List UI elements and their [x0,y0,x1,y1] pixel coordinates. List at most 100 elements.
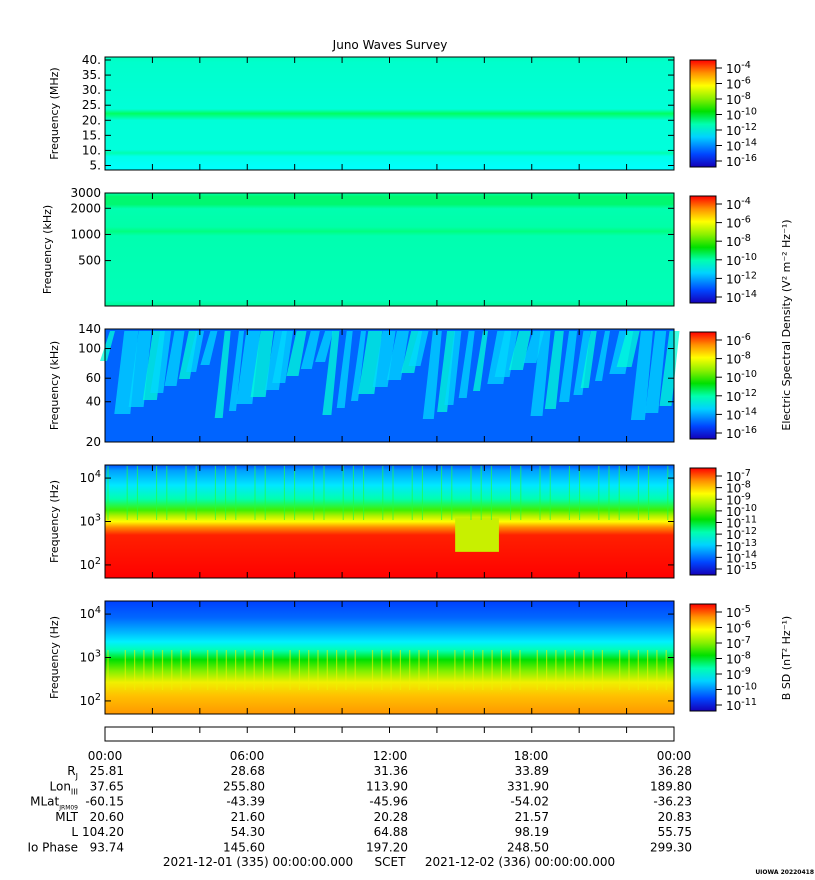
emission-streak [523,331,545,363]
panel-2-hf-khz [104,192,675,307]
colorbar [689,603,717,712]
y-tick-label: 60 [86,371,101,385]
ephemeris-value: 197.20 [366,841,408,855]
emission-streak [437,331,456,412]
y-tick-label: 35. [82,68,101,82]
ephemeris-value: 21.60 [231,810,265,824]
colorbars: 10-410-610-810-1010-1210-1410-1610-410-6… [689,59,757,713]
y-tick-label: 104 [80,469,101,485]
emission-streak [530,331,551,416]
time-label: 12:00 [373,749,408,763]
ephemeris-value: 113.90 [366,779,408,793]
colorbar-tick-label: 10-16 [726,425,757,441]
colorbar-label-magnetic: B SD (nT² Hz⁻¹) [780,616,793,700]
colorbar-tick-label: 10-12 [726,122,757,138]
emission-streak [458,331,475,398]
ephemeris-value: 145.60 [223,841,265,855]
colorbar-tick-label: 10-4 [726,60,751,76]
emission-gap [455,518,499,552]
emission-streak [616,331,640,367]
y-axis-label: Frequency (Hz) [48,480,61,563]
y-tick-label: 102 [80,556,101,572]
colorbar-tick-label: 10-9 [726,666,751,682]
ephemeris-value: 54.30 [231,825,265,839]
time-label: 06:00 [230,749,265,763]
ephemeris-row-label: RJ [67,764,78,781]
colorbar-tick-label: 10-10 [726,369,757,385]
panel-2-spectrogram [105,193,674,306]
panel-5-spectrogram [105,601,674,714]
y-tick-label: 140 [78,322,101,336]
emission-streak [315,331,334,362]
ephemeris-value: 20.83 [658,810,692,824]
colorbar [689,195,717,304]
y-tick-label: 2000 [70,201,101,215]
colorbar-tick-label: 10-10 [726,682,757,698]
colorbar-tick-label: 10-8 [726,91,751,107]
emission-streak [128,331,152,407]
emission-streak [595,331,610,381]
y-tick-label: 500 [78,254,101,268]
colorbar-tick-label: 10-9 [726,491,751,507]
emission-streak [645,331,667,413]
y-tick-label: 40. [82,53,101,67]
time-label: 18:00 [514,749,549,763]
emission-streak [422,331,442,419]
ephemeris-value: 25.81 [90,764,124,778]
ephemeris-value: 21.57 [515,810,549,824]
colorbar-tick-label: 10-6 [726,332,751,348]
ephemeris-value: 93.74 [90,841,124,855]
y-axis-label: Frequency (MHz) [48,67,61,159]
emission-streak [300,331,320,369]
ephemeris-value: 28.68 [231,764,265,778]
y-tick-label: 3000 [70,186,101,200]
emission-streak [186,331,205,372]
emission-streak [386,331,409,380]
y-tick-label: 40 [86,395,101,409]
ephemeris-value: -45.96 [369,795,408,809]
emission-streak [444,331,462,405]
emission-streak [150,331,172,393]
emission-streak [351,331,366,401]
colorbar-tick-label: 10-6 [726,620,751,636]
colorbar-tick-label: 10-8 [726,480,751,496]
emission-streak [559,331,578,402]
ephemeris-value: 20.60 [90,810,124,824]
colorbar-tick-label: 10-14 [726,289,757,305]
colorbar-tick-label: 10-16 [726,153,757,169]
colorbar-tick-label: 10-12 [726,270,757,286]
emission-streak [164,331,185,386]
panel-1-hf-mhz [104,56,675,171]
y-tick-label: 30. [82,83,101,97]
ephemeris-value: 37.65 [90,779,124,793]
emission-streak [372,331,396,387]
panel-3-lf-khz [100,328,680,443]
ephemeris-row-label: MLT [55,810,78,824]
time-label: 00:00 [88,749,123,763]
panel-4-spectrogram [105,465,674,578]
y-axis-label: Frequency (Hz) [48,616,61,699]
emission-streak [250,331,274,397]
panel-5-emission-spikes [107,650,667,690]
emission-streak [494,331,518,377]
scet-label: SCET [375,855,407,869]
ephemeris-row-label: LonIII [50,779,79,796]
emission-streak [178,331,198,379]
emission-streak [286,331,307,376]
y-axis-label: Frequency (kHz) [41,205,54,294]
emission-streak [630,331,653,420]
colorbar-tick-label: 10-6 [726,76,751,92]
ephemeris-value: 189.80 [650,779,692,793]
ephemeris-value: -43.39 [226,795,265,809]
colorbar-tick-label: 10-4 [726,196,751,212]
ephemeris-value: 64.88 [374,825,408,839]
panel-1-spectrogram [105,57,674,170]
emission-streak [322,331,340,415]
y-tick-label: 15. [82,128,101,142]
emission-streak [214,331,231,418]
colorbar-tick-label: 10-15 [726,561,757,577]
emission-streak [408,331,429,366]
colorbar-tick-label: 10-14 [726,138,757,154]
panel-4-emission-cuts [107,466,669,552]
